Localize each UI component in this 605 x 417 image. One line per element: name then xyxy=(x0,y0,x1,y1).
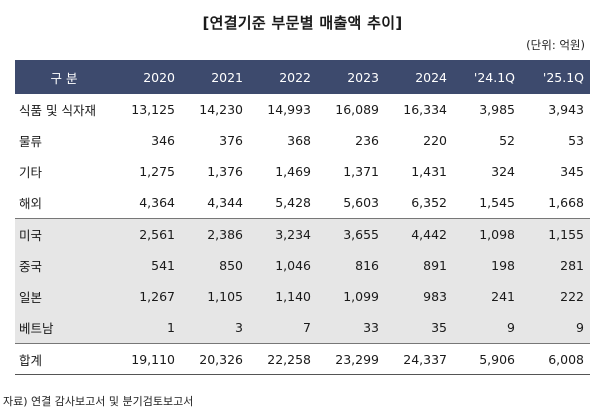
revenue-table: 구 분 2020 2021 2022 2023 2024 '24.1Q '25.… xyxy=(15,60,590,375)
table-row: 베트남 1 3 7 33 35 9 9 xyxy=(15,312,590,344)
table-cell: 19,110 xyxy=(113,343,181,375)
table-cell: 850 xyxy=(181,250,249,281)
table-cell: 1,105 xyxy=(181,281,249,312)
table-row: 물류 346 376 368 236 220 52 53 xyxy=(15,125,590,156)
table-cell: 20,326 xyxy=(181,343,249,375)
table-cell: 52 xyxy=(499,133,515,148)
table-header-row: 구 분 2020 2021 2022 2023 2024 '24.1Q '25.… xyxy=(15,60,590,94)
table-cell: 1,371 xyxy=(343,164,379,179)
table-cell: 6,008 xyxy=(521,343,590,375)
table-cell: 1,376 xyxy=(207,164,243,179)
table-row: 기타 1,275 1,376 1,469 1,371 1,431 324 345 xyxy=(15,156,590,187)
table-cell: 1,099 xyxy=(317,281,385,312)
table-cell: 1,668 xyxy=(548,195,584,210)
table-cell: 368 xyxy=(287,133,311,148)
table-cell: 1,545 xyxy=(479,195,515,210)
table-cell: 9 xyxy=(521,312,590,344)
table-cell: 816 xyxy=(317,250,385,281)
row-label: 식품 및 식자재 xyxy=(19,103,96,118)
table-cell: 35 xyxy=(385,312,453,344)
header-2022: 2022 xyxy=(249,60,317,94)
table-cell: 53 xyxy=(568,133,584,148)
table-cell: 14,993 xyxy=(267,102,311,117)
table-cell: 22,258 xyxy=(249,343,317,375)
table-cell: 324 xyxy=(491,164,515,179)
table-cell: 9 xyxy=(453,312,521,344)
header-2021: 2021 xyxy=(181,60,249,94)
table-row: 식품 및 식자재 13,125 14,230 14,993 16,089 16,… xyxy=(15,94,590,125)
row-label: 기타 xyxy=(19,165,43,180)
table-cell: 2,386 xyxy=(181,218,249,250)
table-cell: 1,431 xyxy=(411,164,447,179)
table-cell: 2,561 xyxy=(113,218,181,250)
row-label: 물류 xyxy=(19,134,43,149)
table-row: 일본 1,267 1,105 1,140 1,099 983 241 222 xyxy=(15,281,590,312)
table-cell: 241 xyxy=(453,281,521,312)
table-cell: 4,364 xyxy=(139,195,175,210)
table-cell: 198 xyxy=(453,250,521,281)
table-cell: 33 xyxy=(317,312,385,344)
table-cell: 346 xyxy=(151,133,175,148)
table-cell: 13,125 xyxy=(131,102,175,117)
table-cell: 1,140 xyxy=(249,281,317,312)
table-cell: 7 xyxy=(249,312,317,344)
table-cell: 891 xyxy=(385,250,453,281)
header-2024: 2024 xyxy=(385,60,453,94)
table-cell: 3,655 xyxy=(317,218,385,250)
table-row: 해외 4,364 4,344 5,428 5,603 6,352 1,545 1… xyxy=(15,187,590,219)
table-cell: 1,469 xyxy=(275,164,311,179)
table-cell: 23,299 xyxy=(317,343,385,375)
table-cell: 220 xyxy=(423,133,447,148)
row-label: 해외 xyxy=(19,196,43,211)
table-cell: 281 xyxy=(521,250,590,281)
table-cell: 4,442 xyxy=(385,218,453,250)
row-label: 합계 xyxy=(15,343,113,375)
table-cell: 345 xyxy=(560,164,584,179)
table-cell: 222 xyxy=(521,281,590,312)
row-label: 중국 xyxy=(15,250,113,281)
table-cell: 14,230 xyxy=(199,102,243,117)
total-row: 합계 19,110 20,326 22,258 23,299 24,337 5,… xyxy=(15,343,590,375)
table-cell: 4,344 xyxy=(207,195,243,210)
header-25-1q: '25.1Q xyxy=(521,60,590,94)
table-cell: 983 xyxy=(385,281,453,312)
row-label: 일본 xyxy=(15,281,113,312)
header-24-1q: '24.1Q xyxy=(453,60,521,94)
table-cell: 16,334 xyxy=(403,102,447,117)
table-cell: 24,337 xyxy=(385,343,453,375)
table-row: 미국 2,561 2,386 3,234 3,655 4,442 1,098 1… xyxy=(15,218,590,250)
report-title: [연결기준 부문별 매출액 추이] xyxy=(202,14,403,32)
table-cell: 5,906 xyxy=(453,343,521,375)
table-row: 중국 541 850 1,046 816 891 198 281 xyxy=(15,250,590,281)
table-cell: 1,098 xyxy=(453,218,521,250)
table-cell: 541 xyxy=(113,250,181,281)
table-cell: 1 xyxy=(113,312,181,344)
table-cell: 3 xyxy=(181,312,249,344)
table-cell: 5,428 xyxy=(275,195,311,210)
table-cell: 6,352 xyxy=(411,195,447,210)
row-label: 베트남 xyxy=(15,312,113,344)
table-cell: 1,275 xyxy=(139,164,175,179)
table-cell: 16,089 xyxy=(335,102,379,117)
table-cell: 376 xyxy=(219,133,243,148)
row-label: 미국 xyxy=(15,218,113,250)
source-note: 자료) 연결 감사보고서 및 분기검토보고서 xyxy=(3,395,194,408)
header-2020: 2020 xyxy=(113,60,181,94)
table-cell: 3,234 xyxy=(249,218,317,250)
header-category: 구 분 xyxy=(15,60,113,94)
table-cell: 1,155 xyxy=(521,218,590,250)
table-cell: 1,267 xyxy=(113,281,181,312)
table-cell: 5,603 xyxy=(343,195,379,210)
table-cell: 3,985 xyxy=(479,102,515,117)
table-cell: 1,046 xyxy=(249,250,317,281)
table-cell: 3,943 xyxy=(548,102,584,117)
table-cell: 236 xyxy=(355,133,379,148)
header-2023: 2023 xyxy=(317,60,385,94)
unit-label: (단위: 억원) xyxy=(526,38,585,52)
